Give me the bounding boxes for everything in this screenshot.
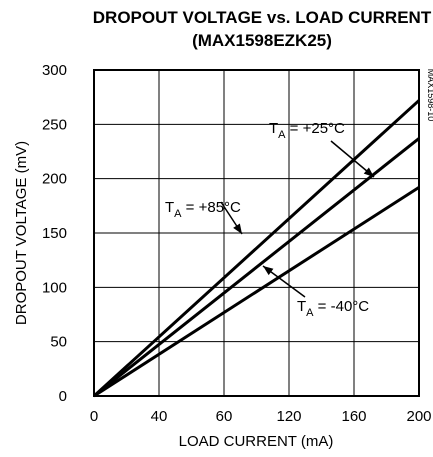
grid — [94, 70, 419, 396]
plot-frame — [93, 69, 420, 397]
y-tick-labels: 0 50 100 150 200 250 300 — [42, 62, 67, 405]
annotation-prefix: T — [297, 298, 306, 315]
annotation-arrowhead — [233, 223, 242, 234]
x-tick-label: 160 — [341, 408, 366, 425]
annotation-subscript: A — [278, 129, 286, 141]
annotation-arrowhead — [363, 167, 374, 177]
chart-subtitle: (MAX1598EZK25) — [192, 31, 332, 50]
x-tick-label: 60 — [216, 408, 233, 425]
annotation-label: TA = -40°C — [297, 298, 369, 319]
y-tick-label: 200 — [42, 171, 67, 188]
y-tick-label: 50 — [50, 334, 67, 351]
x-tick-labels: 0 40 60 120 160 200 — [90, 408, 432, 425]
y-tick-label: 300 — [42, 62, 67, 79]
annotation-subscript: A — [174, 208, 182, 220]
x-tick-label: 40 — [151, 408, 168, 425]
annotation-prefix: T — [269, 120, 278, 137]
series-line — [92, 99, 421, 398]
annotation-suffix: = -40°C — [314, 298, 370, 315]
x-tick-label: 200 — [406, 408, 431, 425]
annotation-label: TA = +25°C — [269, 120, 345, 141]
y-tick-label: 250 — [42, 116, 67, 133]
annotation-label: TA = +85°C — [165, 199, 241, 220]
annotation-suffix: = +25°C — [286, 120, 346, 137]
y-tick-label: 150 — [42, 225, 67, 242]
series-group — [92, 99, 421, 398]
annotation-suffix: = +85°C — [182, 199, 242, 216]
series-line — [93, 137, 420, 398]
x-tick-label: 0 — [90, 408, 98, 425]
annotation-arrows — [220, 140, 375, 298]
figure-id: MAX1598-10 — [426, 69, 433, 122]
y-axis-label: DROPOUT VOLTAGE (mV) — [13, 141, 30, 325]
series-line — [93, 186, 420, 398]
x-tick-label: 120 — [276, 408, 301, 425]
y-tick-label: 100 — [42, 279, 67, 296]
annotation-arrowhead — [263, 266, 274, 276]
chart-title: DROPOUT VOLTAGE vs. LOAD CURRENT — [93, 8, 432, 27]
y-tick-label: 0 — [59, 388, 67, 405]
annotation-subscript: A — [306, 307, 314, 319]
annotation-prefix: T — [165, 199, 174, 216]
x-axis-label: LOAD CURRENT (mA) — [179, 433, 334, 450]
